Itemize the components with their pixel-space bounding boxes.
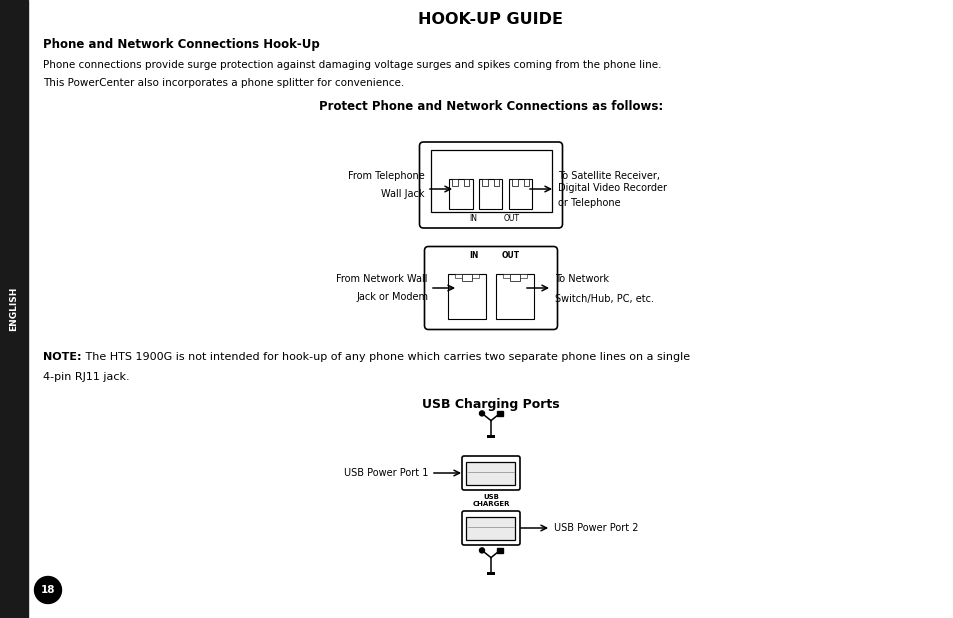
- Circle shape: [34, 577, 61, 604]
- Text: Jack or Modem: Jack or Modem: [355, 292, 428, 302]
- Text: USB Charging Ports: USB Charging Ports: [422, 398, 559, 411]
- Text: From Network Wall: From Network Wall: [336, 274, 428, 284]
- Bar: [486, 572, 495, 575]
- Text: Switch/Hub, PC, etc.: Switch/Hub, PC, etc.: [555, 294, 654, 304]
- Bar: [430, 150, 551, 212]
- Text: 4-pin RJ11 jack.: 4-pin RJ11 jack.: [43, 371, 130, 381]
- Text: The HTS 1900G is not intended for hook-up of any phone which carries two separat: The HTS 1900G is not intended for hook-u…: [81, 352, 689, 362]
- Text: USB
CHARGER: USB CHARGER: [472, 494, 509, 507]
- Text: NOTE:: NOTE:: [43, 352, 81, 362]
- FancyBboxPatch shape: [461, 456, 519, 490]
- Circle shape: [479, 411, 484, 416]
- Text: HOOK-UP GUIDE: HOOK-UP GUIDE: [418, 12, 563, 27]
- Text: Phone and Network Connections Hook-Up: Phone and Network Connections Hook-Up: [43, 38, 319, 51]
- Bar: [523, 179, 529, 185]
- Text: OUT: OUT: [503, 214, 519, 223]
- Bar: [466, 517, 515, 540]
- Bar: [479, 179, 502, 209]
- Text: To Network: To Network: [555, 274, 608, 284]
- Bar: [486, 435, 495, 438]
- Bar: [448, 274, 485, 320]
- Bar: [497, 411, 502, 416]
- Bar: [466, 462, 515, 485]
- Text: To Satellite Receiver,: To Satellite Receiver,: [558, 171, 659, 181]
- Text: Digital Video Recorder: Digital Video Recorder: [558, 183, 666, 193]
- FancyBboxPatch shape: [461, 511, 519, 545]
- Bar: [452, 179, 457, 185]
- Text: IN: IN: [469, 214, 476, 223]
- Text: USB Power Port 1: USB Power Port 1: [343, 468, 428, 478]
- Bar: [482, 179, 488, 185]
- Bar: [496, 274, 534, 320]
- Text: 18: 18: [41, 585, 55, 595]
- Text: OUT: OUT: [501, 252, 519, 261]
- Text: USB Power Port 2: USB Power Port 2: [554, 523, 638, 533]
- Text: This PowerCenter also incorporates a phone splitter for convenience.: This PowerCenter also incorporates a pho…: [43, 78, 404, 88]
- Text: IN: IN: [469, 252, 478, 261]
- Bar: [449, 179, 472, 209]
- Text: Phone connections provide surge protection against damaging voltage surges and s: Phone connections provide surge protecti…: [43, 60, 660, 70]
- Bar: [455, 274, 461, 279]
- Bar: [0, 0, 28, 618]
- FancyBboxPatch shape: [419, 142, 562, 228]
- FancyBboxPatch shape: [424, 247, 557, 329]
- Bar: [461, 274, 472, 282]
- Text: Protect Phone and Network Connections as follows:: Protect Phone and Network Connections as…: [318, 100, 662, 113]
- Bar: [494, 179, 499, 185]
- Text: or Telephone: or Telephone: [558, 198, 620, 208]
- Bar: [497, 548, 502, 553]
- Bar: [502, 274, 510, 279]
- Text: From Telephone: From Telephone: [348, 171, 424, 181]
- Text: ENGLISH: ENGLISH: [10, 287, 18, 331]
- Bar: [472, 274, 478, 279]
- Bar: [519, 274, 526, 279]
- Bar: [512, 179, 517, 185]
- Circle shape: [479, 548, 484, 553]
- Text: Wall Jack: Wall Jack: [381, 189, 424, 199]
- Bar: [510, 274, 519, 282]
- Bar: [509, 179, 532, 209]
- Bar: [463, 179, 469, 185]
